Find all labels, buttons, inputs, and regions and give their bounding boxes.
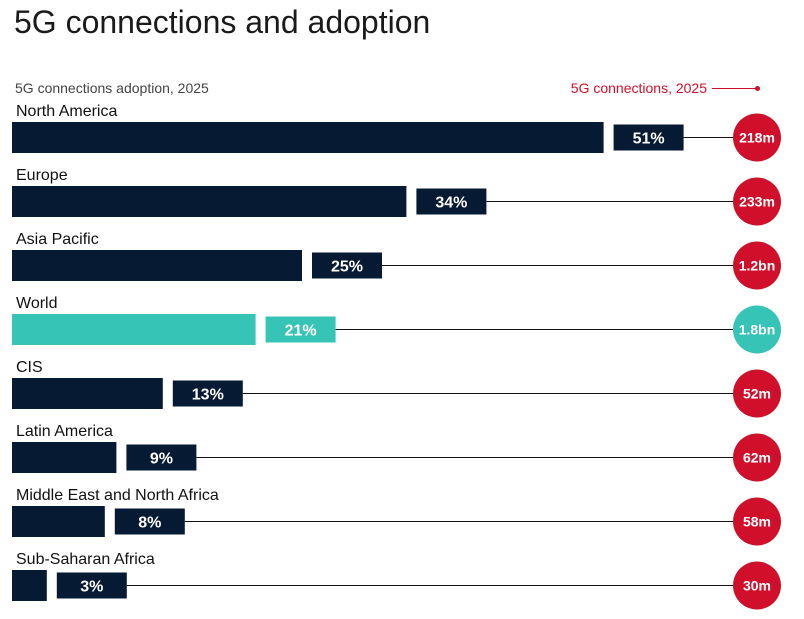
connections-label-world: 1.8bn xyxy=(739,322,776,338)
category-label-latin-america: Latin America xyxy=(16,423,113,440)
connections-circle-world xyxy=(733,305,781,354)
connections-label-latin-america: 62m xyxy=(743,450,771,466)
value-label-asia-pacific: 25% xyxy=(331,259,363,276)
adoption-legend-label: 5G connections adoption, 2025 xyxy=(15,80,209,96)
bar-asia-pacific xyxy=(12,250,302,281)
value-box-latin-america xyxy=(126,444,197,471)
value-box-world xyxy=(265,316,336,343)
bar-world xyxy=(12,314,256,345)
connections-label-north-america: 218m xyxy=(739,130,775,146)
value-box-cis xyxy=(172,380,243,407)
bar-cis xyxy=(12,378,163,409)
category-label-sub-saharan-africa: Sub-Saharan Africa xyxy=(16,551,155,568)
value-label-latin-america: 9% xyxy=(150,451,173,468)
connections-circle-sub-saharan-africa xyxy=(733,561,781,610)
category-label-north-america: North America xyxy=(16,103,117,120)
connections-circle-north-america xyxy=(733,113,781,162)
bar-middle-east-and-north-africa xyxy=(12,506,105,537)
connections-label-asia-pacific: 1.2bn xyxy=(739,258,776,274)
bar-sub-saharan-africa xyxy=(12,570,47,601)
connections-label-middle-east-and-north-africa: 58m xyxy=(743,514,771,530)
value-label-sub-saharan-africa: 3% xyxy=(80,579,103,596)
connections-label-sub-saharan-africa: 30m xyxy=(743,578,771,594)
bar-europe xyxy=(12,186,407,217)
chart-title: 5G connections and adoption xyxy=(14,4,431,40)
connections-label-cis: 52m xyxy=(743,386,771,402)
connections-label-europe: 233m xyxy=(739,194,775,210)
value-label-north-america: 51% xyxy=(633,131,665,148)
category-label-europe: Europe xyxy=(16,167,68,184)
connections-circle-europe xyxy=(733,177,781,226)
value-label-europe: 34% xyxy=(435,195,467,212)
value-label-world: 21% xyxy=(285,323,317,340)
bar-north-america xyxy=(12,122,604,153)
category-label-cis: CIS xyxy=(16,359,43,376)
connections-legend-line xyxy=(712,88,756,89)
value-box-asia-pacific xyxy=(312,252,382,279)
category-label-asia-pacific: Asia Pacific xyxy=(16,231,99,248)
category-label-world: World xyxy=(16,295,58,312)
connections-legend-dot xyxy=(755,86,760,91)
value-box-europe xyxy=(416,188,487,215)
value-label-middle-east-and-north-africa: 8% xyxy=(138,515,161,532)
connections-circle-asia-pacific xyxy=(733,241,781,290)
connections-circle-cis xyxy=(733,369,781,418)
value-box-sub-saharan-africa xyxy=(56,572,127,599)
value-label-cis: 13% xyxy=(192,387,224,404)
connections-legend-label: 5G connections, 2025 xyxy=(570,80,707,96)
connections-circle-latin-america xyxy=(733,433,781,482)
connections-circle-middle-east-and-north-africa xyxy=(733,497,781,546)
value-box-middle-east-and-north-africa xyxy=(114,508,185,535)
value-box-north-america xyxy=(613,124,684,151)
bar-latin-america xyxy=(12,442,117,473)
category-label-middle-east-and-north-africa: Middle East and North Africa xyxy=(16,487,219,504)
